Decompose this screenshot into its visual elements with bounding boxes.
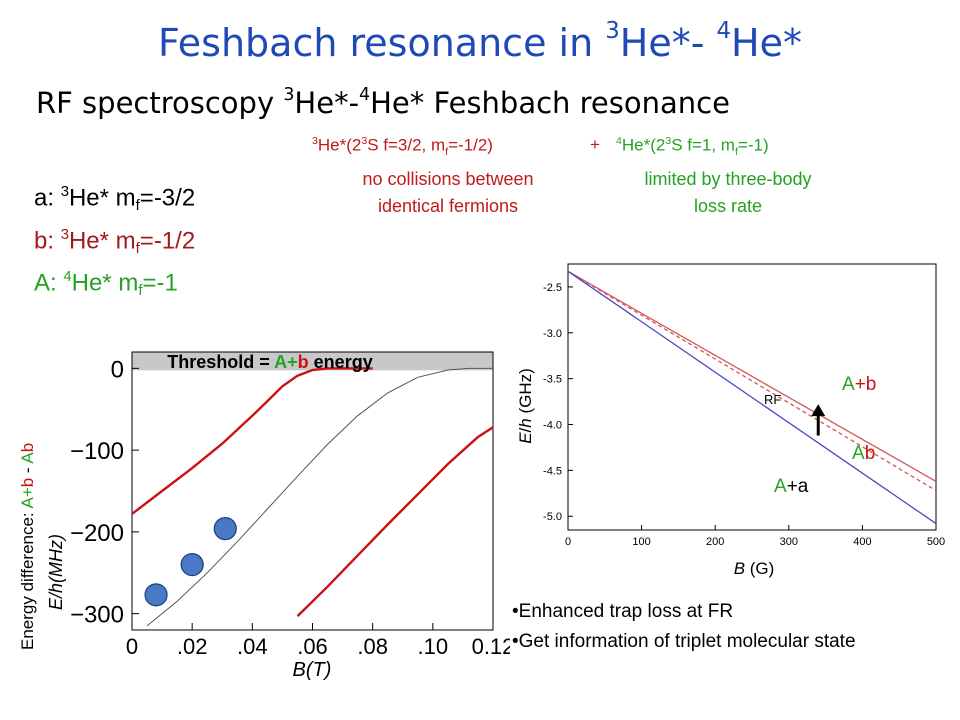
page-title: Feshbach resonance in 3He*- 4He* [158, 18, 802, 66]
data-point [213, 517, 237, 541]
data-point [144, 583, 168, 607]
he3-state: 3He*(23S f=3/2, mf=-1/2) [312, 135, 493, 159]
left-xtick-label: 0.12 [472, 634, 510, 659]
right-xlabel: B (G) [734, 559, 775, 578]
right-xtick-label: 300 [780, 536, 798, 548]
legend-a: a: 3He* mf=-3/2 [34, 184, 196, 215]
left-ylabel: E/h(MHz) [46, 534, 66, 610]
Ab-plus-label: A+b [842, 374, 876, 395]
left-frame [131, 351, 494, 631]
right-xtick-label: 500 [927, 536, 945, 548]
Ab-label: Ab [852, 443, 875, 464]
left-series [131, 367, 494, 627]
threshold-chart: Energy difference: A+b - Ab 0 −100 −200 −30… [18, 351, 510, 681]
right-ytick-label: -2.5 [543, 282, 562, 294]
right-series-line [567, 270, 937, 492]
bullet-item: Get information of triplet molecular sta… [512, 627, 856, 657]
right-series-line [567, 270, 937, 482]
left-series-line [131, 367, 373, 515]
legend-b: b: 3He* mf=-1/2 [34, 227, 196, 258]
right-ytick-label: -3.0 [543, 328, 562, 340]
plus-sign: + [590, 135, 600, 154]
left-series-line [296, 426, 494, 617]
left-xtick-label: .06 [297, 634, 328, 659]
threshold-band [132, 352, 493, 371]
left-series-line [146, 367, 493, 627]
rf-label: RF [764, 392, 781, 407]
left-ytick-label: −200 [70, 520, 124, 547]
right-series [567, 270, 937, 525]
energy-difference-label: Energy difference: A+b - Ab [18, 443, 37, 650]
left-xtick-label: 0 [126, 634, 138, 659]
zeeman-chart: -2.5 -3.0 -3.5 -4.0 -4.5 -5.0 0 100 200 300 400 500… [516, 263, 945, 578]
right-xtick-label: 100 [632, 536, 650, 548]
legend-A: A: 4He* mf=-1 [34, 269, 178, 300]
left-ytick-label: 0 [111, 356, 124, 383]
left-xtick-label: .10 [418, 634, 449, 659]
left-ytick-label: −300 [70, 602, 124, 629]
right-ytick-label: -3.5 [543, 374, 562, 386]
right-frame [567, 263, 937, 531]
left-xtick-label: .04 [237, 634, 268, 659]
right-axes: -2.5 -3.0 -3.5 -4.0 -4.5 -5.0 0 100 200 300 400 500 [543, 263, 945, 548]
rf-arrow-head [811, 404, 826, 417]
three-body-note: limited by three-body loss rate [644, 169, 812, 216]
Aa-label: A+a [774, 476, 809, 497]
right-ytick-label: -4.0 [543, 420, 562, 432]
right-xtick-label: 0 [565, 536, 571, 548]
right-xtick-label: 400 [853, 536, 871, 548]
left-xlabel: B(T) [293, 659, 332, 681]
left-xtick-label: .02 [177, 634, 208, 659]
left-ytick-label: −100 [70, 438, 124, 465]
right-ytick-label: -5.0 [543, 511, 562, 523]
fermion-note: no collisions between identical fermions [362, 169, 534, 216]
right-ylabel: E/h (GHz) [516, 368, 535, 444]
bullet-item: Enhanced trap loss at FR [512, 597, 856, 627]
right-xtick-label: 200 [706, 536, 724, 548]
subtitle: RF spectroscopy 3He*-4He* Feshbach reson… [36, 85, 730, 121]
right-series-line [567, 270, 937, 525]
right-ytick-label: -4.5 [543, 465, 562, 477]
he4-state: 4He*(23S f=1, mf=-1) [616, 135, 769, 159]
left-xtick-label: .08 [357, 634, 388, 659]
data-point [180, 552, 204, 577]
bullet-list: Enhanced trap loss at FR Get information… [512, 597, 856, 657]
threshold-label: Threshold = A+b energy [167, 352, 372, 372]
